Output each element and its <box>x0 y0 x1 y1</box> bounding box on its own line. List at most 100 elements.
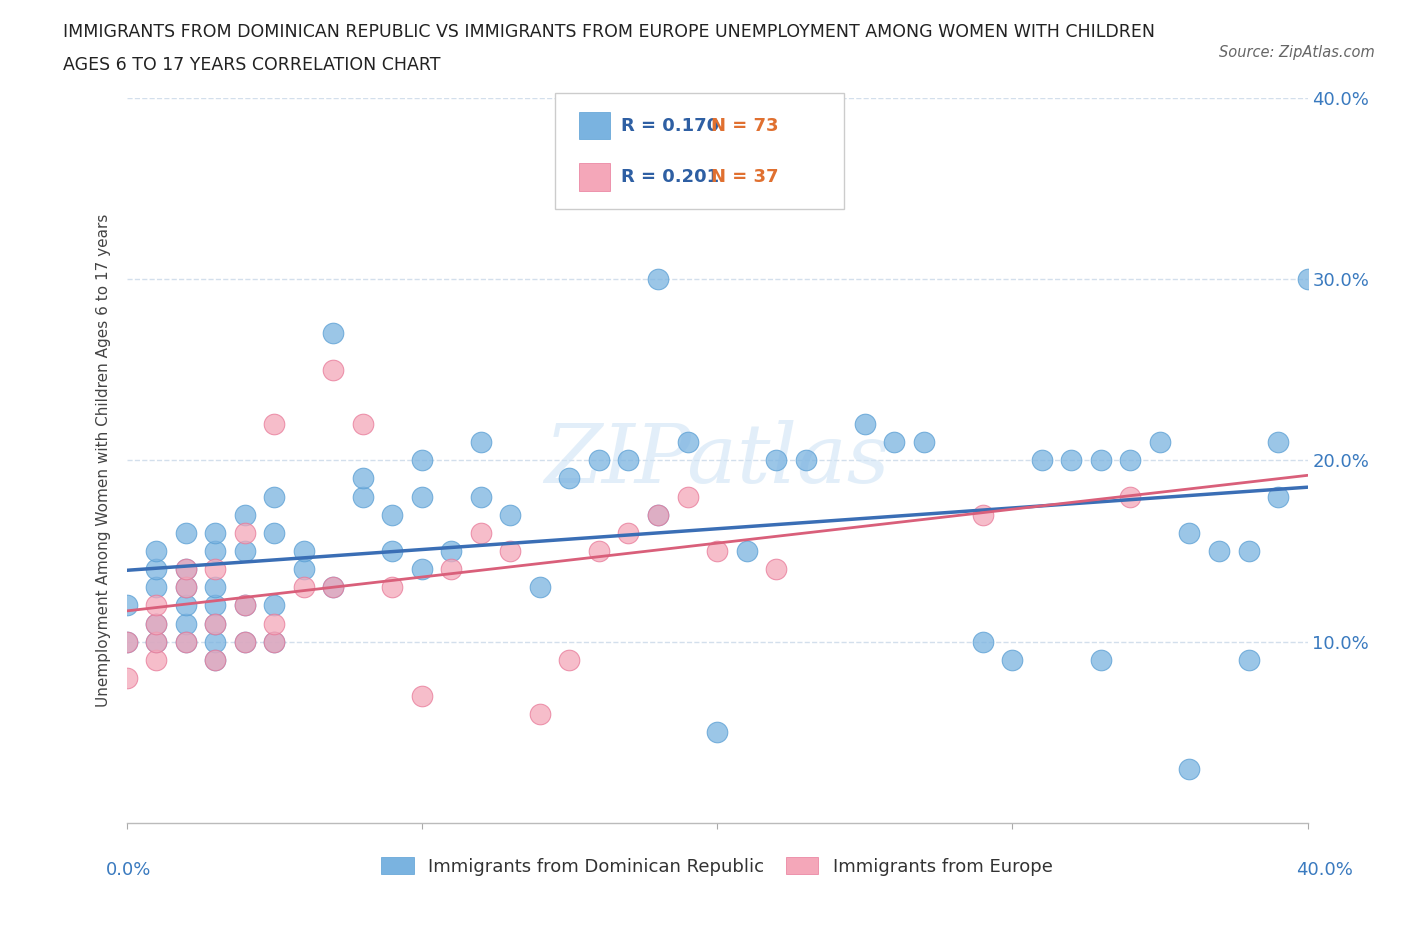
Point <box>972 508 994 523</box>
Text: N = 73: N = 73 <box>711 116 779 135</box>
Point <box>1149 435 1171 450</box>
Point <box>352 472 374 486</box>
Point <box>145 653 167 668</box>
Point <box>529 580 551 595</box>
Text: N = 37: N = 37 <box>711 167 779 186</box>
Text: ZIPatlas: ZIPatlas <box>544 420 890 500</box>
Text: R = 0.170: R = 0.170 <box>621 116 720 135</box>
Point <box>617 525 640 540</box>
Text: 0.0%: 0.0% <box>105 860 150 879</box>
Point <box>470 435 492 450</box>
Point <box>145 634 167 649</box>
Point <box>263 489 285 504</box>
Point <box>292 580 315 595</box>
Point <box>204 598 226 613</box>
Text: R = 0.201: R = 0.201 <box>621 167 720 186</box>
Point <box>204 617 226 631</box>
Point <box>676 489 699 504</box>
Point <box>1237 543 1260 558</box>
Point <box>322 326 344 340</box>
Point <box>174 580 197 595</box>
Point <box>883 435 905 450</box>
Point <box>145 543 167 558</box>
Point <box>588 543 610 558</box>
Point <box>735 543 758 558</box>
Point <box>174 562 197 577</box>
Point <box>440 562 463 577</box>
Point <box>411 562 433 577</box>
Point <box>1031 453 1053 468</box>
Point <box>145 598 167 613</box>
Point <box>1119 489 1142 504</box>
Point <box>204 653 226 668</box>
Point <box>233 634 256 649</box>
Point <box>411 453 433 468</box>
Point <box>1296 272 1319 286</box>
Point <box>115 671 138 685</box>
Point <box>972 634 994 649</box>
Point <box>263 617 285 631</box>
Point <box>647 508 669 523</box>
Point <box>322 580 344 595</box>
Point <box>145 580 167 595</box>
Point <box>204 543 226 558</box>
Point <box>233 543 256 558</box>
Point <box>263 598 285 613</box>
Point <box>204 562 226 577</box>
Point <box>411 489 433 504</box>
Point <box>115 598 138 613</box>
Point <box>292 562 315 577</box>
Point <box>558 653 581 668</box>
Point <box>499 543 522 558</box>
Point <box>233 598 256 613</box>
Point <box>647 272 669 286</box>
Legend: Immigrants from Dominican Republic, Immigrants from Europe: Immigrants from Dominican Republic, Immi… <box>374 850 1060 883</box>
Point <box>322 580 344 595</box>
Point <box>174 562 197 577</box>
Point <box>352 417 374 432</box>
Point <box>1001 653 1024 668</box>
Point <box>204 525 226 540</box>
Point <box>1208 543 1230 558</box>
Point <box>765 453 787 468</box>
Point <box>145 617 167 631</box>
Point <box>588 453 610 468</box>
Point <box>174 634 197 649</box>
Point <box>1237 653 1260 668</box>
Point <box>233 525 256 540</box>
Point <box>1178 525 1201 540</box>
Point <box>499 508 522 523</box>
Point <box>263 634 285 649</box>
Point <box>470 489 492 504</box>
Point <box>263 417 285 432</box>
Point <box>765 562 787 577</box>
Point <box>912 435 935 450</box>
Point <box>617 453 640 468</box>
Point <box>558 472 581 486</box>
Point <box>1060 453 1083 468</box>
Point <box>647 508 669 523</box>
Point <box>706 543 728 558</box>
Point <box>1090 453 1112 468</box>
Point <box>676 435 699 450</box>
Point <box>145 634 167 649</box>
Point <box>115 634 138 649</box>
Point <box>706 725 728 740</box>
Point <box>1178 761 1201 776</box>
Point <box>233 508 256 523</box>
Point <box>794 453 817 468</box>
Point <box>145 617 167 631</box>
Point <box>1267 489 1289 504</box>
Point <box>204 580 226 595</box>
Point <box>853 417 876 432</box>
Point <box>263 525 285 540</box>
Point <box>470 525 492 540</box>
Point <box>529 707 551 722</box>
Point <box>352 489 374 504</box>
Point <box>204 653 226 668</box>
Point <box>174 580 197 595</box>
Point <box>381 508 404 523</box>
Point <box>204 617 226 631</box>
Point <box>440 543 463 558</box>
Point <box>174 617 197 631</box>
